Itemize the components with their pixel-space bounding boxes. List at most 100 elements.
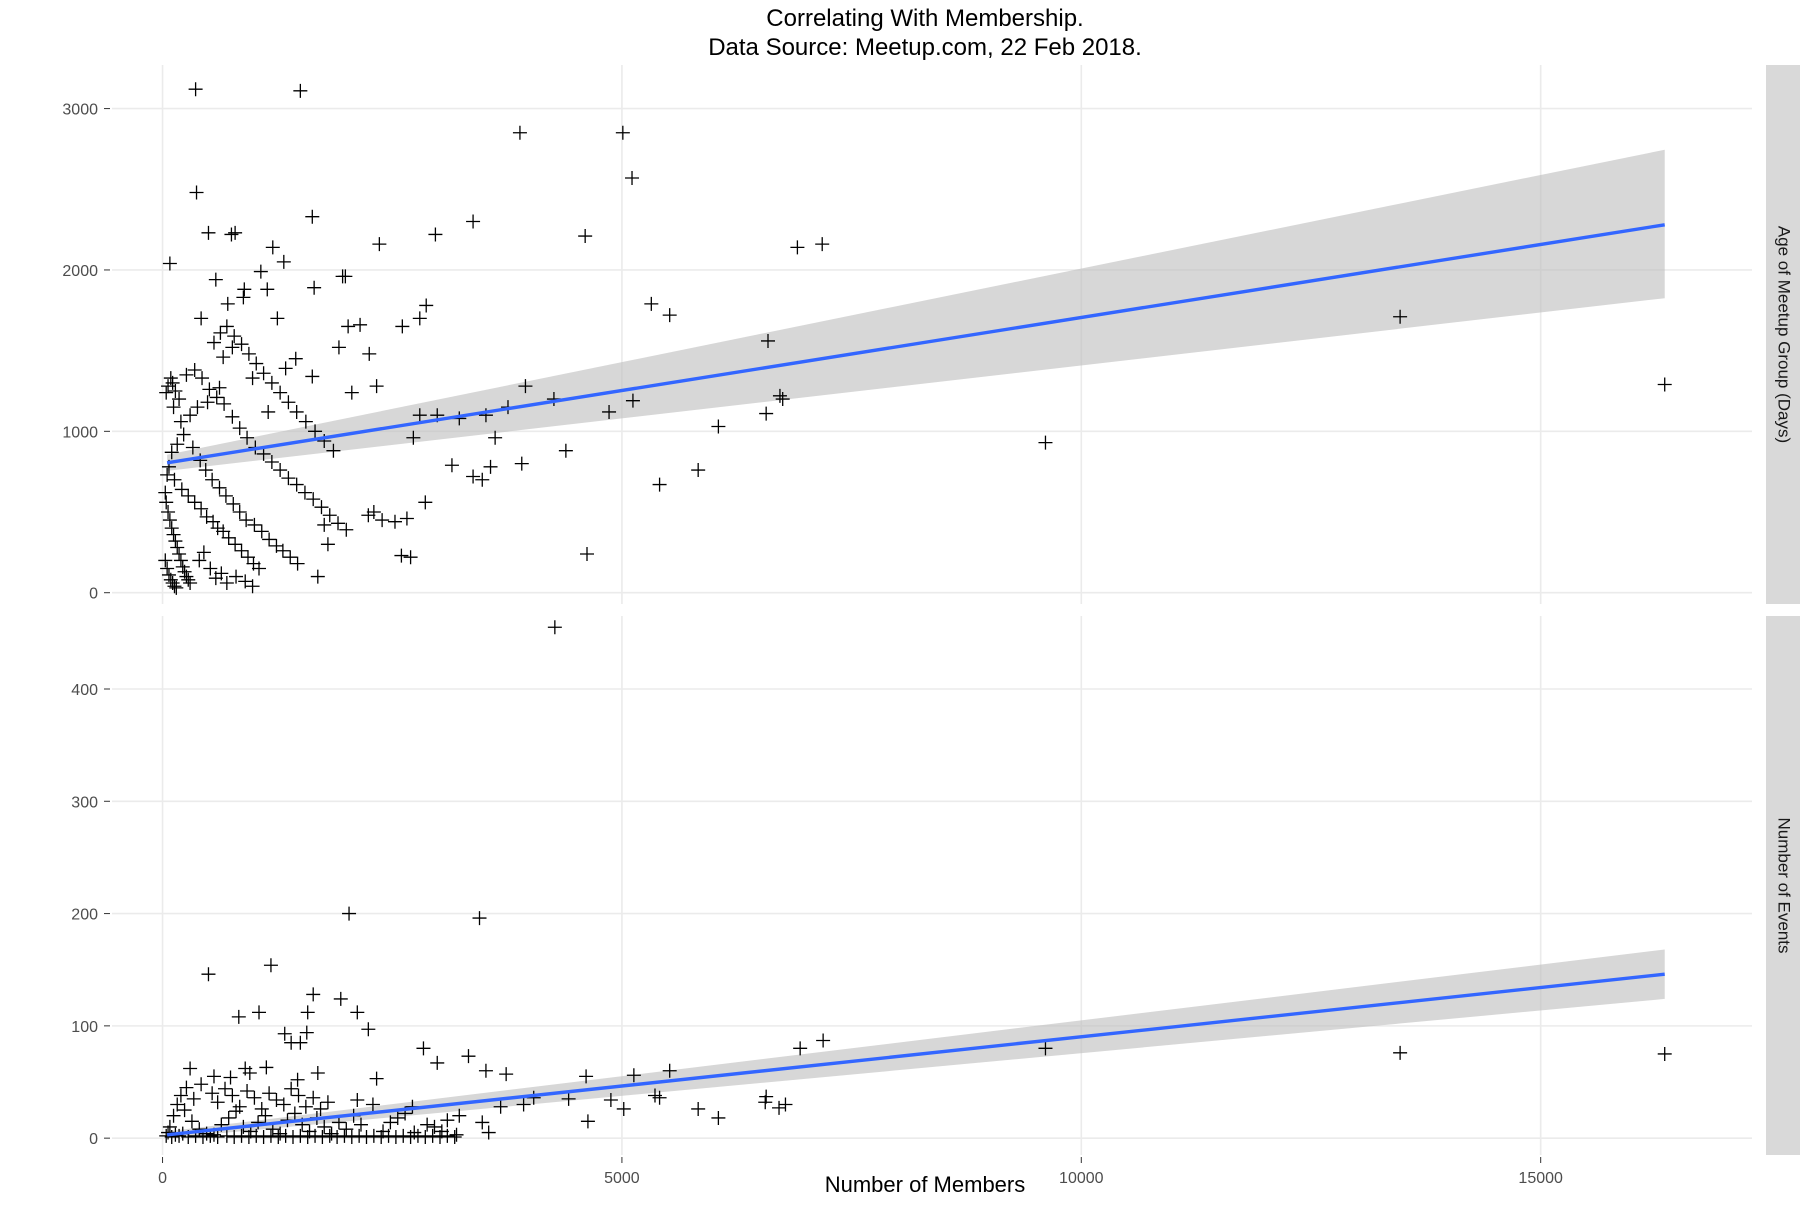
data-point	[1393, 1045, 1408, 1060]
data-point	[711, 1110, 726, 1125]
regression-line	[166, 223, 1665, 465]
data-point	[227, 1130, 242, 1145]
data-point	[254, 524, 269, 539]
data-point	[262, 532, 277, 547]
data-point	[518, 379, 533, 394]
data-point	[164, 521, 179, 536]
data-point	[317, 1119, 332, 1134]
data-point	[625, 393, 640, 408]
data-point	[466, 469, 481, 484]
data-point	[616, 1101, 631, 1116]
data-point	[195, 371, 210, 386]
data-point	[341, 319, 356, 334]
data-point	[493, 1099, 508, 1114]
data-point	[240, 430, 255, 445]
data-point	[160, 561, 175, 576]
data-point	[483, 459, 498, 474]
data-point	[388, 1130, 403, 1145]
data-point	[362, 346, 377, 361]
data-point	[383, 1115, 398, 1130]
data-point	[186, 1091, 201, 1106]
data-point	[403, 550, 418, 565]
data-point	[418, 1130, 433, 1145]
data-point	[481, 1125, 496, 1140]
data-point	[194, 311, 209, 326]
data-point	[183, 408, 198, 423]
y-tick-label: 0	[89, 586, 98, 603]
data-point	[278, 361, 293, 376]
data-point	[210, 1130, 225, 1145]
data-point	[163, 371, 178, 386]
data-point	[512, 125, 527, 140]
data-point	[662, 1063, 677, 1078]
data-point	[433, 1130, 447, 1145]
data-point	[1657, 377, 1672, 392]
data-point	[281, 471, 296, 486]
data-point	[353, 1117, 368, 1132]
data-point	[427, 1119, 442, 1134]
data-point	[277, 1026, 292, 1041]
data-point	[339, 1122, 354, 1137]
x-axis-title: Number of Members	[825, 1172, 1026, 1197]
data-point	[265, 240, 280, 255]
data-point	[225, 1088, 240, 1103]
data-point	[218, 488, 233, 503]
data-point	[790, 240, 805, 255]
data-point	[185, 440, 200, 455]
data-point	[561, 1091, 576, 1106]
data-point	[262, 1086, 277, 1101]
data-point	[449, 1127, 464, 1142]
data-point	[192, 553, 207, 568]
chart-subtitle: Data Source: Meetup.com, 22 Feb 2018.	[708, 34, 1142, 61]
data-point	[331, 516, 346, 531]
data-point	[691, 1101, 706, 1116]
y-tick-label: 2000	[62, 263, 98, 280]
data-point	[249, 356, 264, 371]
data-point	[558, 443, 573, 458]
data-point	[412, 408, 427, 423]
data-point	[261, 404, 276, 419]
y-tick-label: 100	[71, 1019, 98, 1036]
data-point	[652, 477, 667, 492]
data-point	[322, 508, 337, 523]
data-point	[298, 1099, 313, 1114]
data-point	[201, 967, 216, 982]
data-point	[652, 1090, 667, 1105]
data-point	[210, 1095, 225, 1110]
data-point	[275, 543, 290, 558]
data-point	[547, 620, 562, 635]
data-point	[394, 548, 409, 563]
data-point	[339, 522, 354, 537]
x-tick-label: 15000	[1518, 1170, 1563, 1187]
data-point	[258, 1108, 273, 1123]
data-point	[793, 1041, 808, 1056]
data-point	[278, 1128, 293, 1143]
data-point	[273, 385, 288, 400]
x-tick-label: 5000	[604, 1170, 640, 1187]
data-point	[232, 421, 247, 436]
y-tick-label: 300	[71, 794, 98, 811]
data-point	[217, 396, 232, 411]
data-point	[205, 1086, 220, 1101]
data-point	[475, 472, 490, 487]
data-point	[297, 485, 312, 500]
data-point	[208, 272, 223, 287]
data-point	[759, 406, 774, 421]
data-point	[166, 400, 181, 415]
data-point	[350, 1092, 365, 1107]
data-point	[159, 495, 174, 510]
data-point	[179, 367, 194, 382]
data-point	[237, 282, 252, 297]
data-point	[240, 1083, 255, 1098]
data-point	[162, 256, 177, 271]
data-point	[219, 319, 234, 334]
data-point	[221, 1110, 236, 1125]
data-point	[300, 1130, 315, 1145]
data-point	[293, 83, 308, 98]
data-point	[419, 298, 434, 313]
data-point	[293, 1128, 308, 1143]
data-point	[236, 290, 251, 305]
data-point	[395, 319, 410, 334]
data-point	[256, 1130, 271, 1145]
